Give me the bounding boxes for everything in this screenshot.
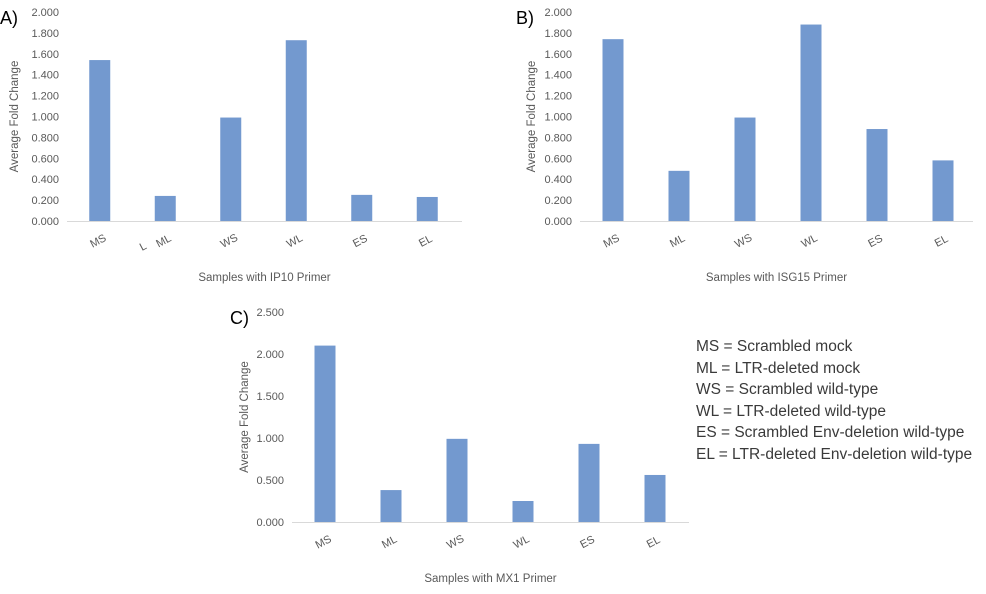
y-tick-label: 1.200: [544, 91, 572, 103]
bar-ms: [89, 60, 111, 221]
y-tick-label: 1.000: [544, 112, 572, 124]
y-tick-label: 0.500: [256, 475, 284, 487]
x-tick-label-wl: WL: [285, 232, 305, 250]
y-tick-label: 0.200: [31, 195, 59, 207]
abbreviation-legend: MS = Scrambled mock ML = LTR-deleted moc…: [696, 336, 972, 465]
y-tick-label: 1.200: [31, 91, 59, 103]
legend-entry-es: ES = Scrambled Env-deletion wild-type: [696, 424, 965, 441]
x-tick-label-ws: WS: [445, 533, 466, 552]
y-tick-label: 0.600: [544, 153, 572, 165]
y-tick-label: 1.800: [544, 28, 572, 40]
y-tick-label: 2.000: [544, 7, 572, 19]
panel-label-0: A): [0, 8, 18, 28]
x-tick-label-ws: WS: [733, 232, 754, 251]
y-tick-label: 0.000: [544, 216, 572, 228]
x-tick-label-es: ES: [351, 233, 370, 250]
x-tick-label-ms: MS: [313, 533, 333, 551]
x-tick-label-ms: MS: [601, 232, 621, 250]
legend-entry-ml: ML = LTR-deleted mock: [696, 359, 861, 377]
x-tick-label-el: EL: [417, 233, 435, 250]
y-tick-label: 0.000: [256, 517, 284, 529]
y-tick-label: 1.400: [544, 70, 572, 82]
y-tick-label: 1.400: [31, 70, 59, 82]
bar-ms: [314, 345, 336, 522]
x-tick-label-ml: ML: [380, 533, 399, 551]
bar-wl: [800, 24, 822, 221]
legend-entry-ws: WS = Scrambled wild-type: [696, 381, 879, 398]
y-tick-label: 0.800: [31, 132, 59, 144]
y-tick-label: 0.000: [31, 216, 59, 228]
bar-ws: [446, 438, 468, 522]
bar-wl: [285, 40, 307, 222]
bar-es: [578, 443, 600, 522]
bar-el: [416, 196, 438, 221]
y-tick-label: 1.000: [31, 112, 59, 124]
legend-entry-ms: MS = Scrambled mock: [696, 338, 853, 355]
x-tick-label-ml: ML: [154, 232, 173, 250]
x-tick-label-el: EL: [933, 233, 951, 250]
y-tick-label: 2.000: [256, 349, 284, 361]
y-tick-label: 0.800: [544, 132, 572, 144]
x-tick-label-es: ES: [578, 534, 597, 551]
y-tick-label: 1.800: [31, 28, 59, 40]
y-axis-title: Average Fold Change: [526, 61, 538, 173]
y-tick-label: 2.000: [31, 7, 59, 19]
x-axis-title: Samples with ISG15 Primer: [706, 272, 847, 284]
y-axis-title: Average Fold Change: [9, 61, 21, 173]
x-tick-label-wl: WL: [511, 533, 531, 551]
x-axis-title: Samples with MX1 Primer: [424, 573, 556, 585]
x-tick-label-ml: ML: [668, 232, 687, 250]
y-tick-label: 0.200: [544, 195, 572, 207]
bar-el: [644, 474, 666, 522]
bar-ml: [154, 195, 176, 221]
y-tick-label: 1.500: [256, 391, 284, 403]
bar-es: [866, 129, 888, 221]
legend-entry-el: EL = LTR-deleted Env-deletion wild-type: [696, 445, 973, 463]
x-tick-label-ws: WS: [219, 232, 240, 251]
y-tick-label: 1.600: [31, 49, 59, 61]
y-tick-label: 0.400: [31, 174, 59, 186]
x-axis-title: Samples with IP10 Primer: [198, 272, 330, 284]
y-tick-label: 0.400: [544, 174, 572, 186]
y-tick-label: 0.600: [31, 153, 59, 165]
x-tick-label-ms: MS: [88, 232, 108, 250]
x-tick-label-el: EL: [645, 534, 663, 551]
bar-ml: [380, 490, 402, 522]
y-axis-title: Average Fold Change: [239, 361, 251, 473]
y-tick-label: 2.500: [256, 307, 284, 319]
x-tick-label-wl: WL: [799, 232, 819, 250]
y-tick-label: 1.000: [256, 433, 284, 445]
bar-es: [351, 194, 373, 221]
bar-ms: [602, 39, 624, 221]
stray-mark: L: [138, 240, 149, 253]
bar-ml: [668, 170, 690, 221]
bar-el: [932, 160, 954, 221]
legend-entry-wl: WL = LTR-deleted wild-type: [696, 402, 886, 420]
y-tick-label: 1.600: [544, 49, 572, 61]
x-tick-label-es: ES: [866, 233, 885, 250]
panel-label-2: C): [230, 308, 249, 328]
bar-ws: [734, 117, 756, 221]
bar-wl: [512, 501, 534, 522]
bar-ws: [220, 117, 242, 221]
panel-label-1: B): [516, 8, 534, 28]
